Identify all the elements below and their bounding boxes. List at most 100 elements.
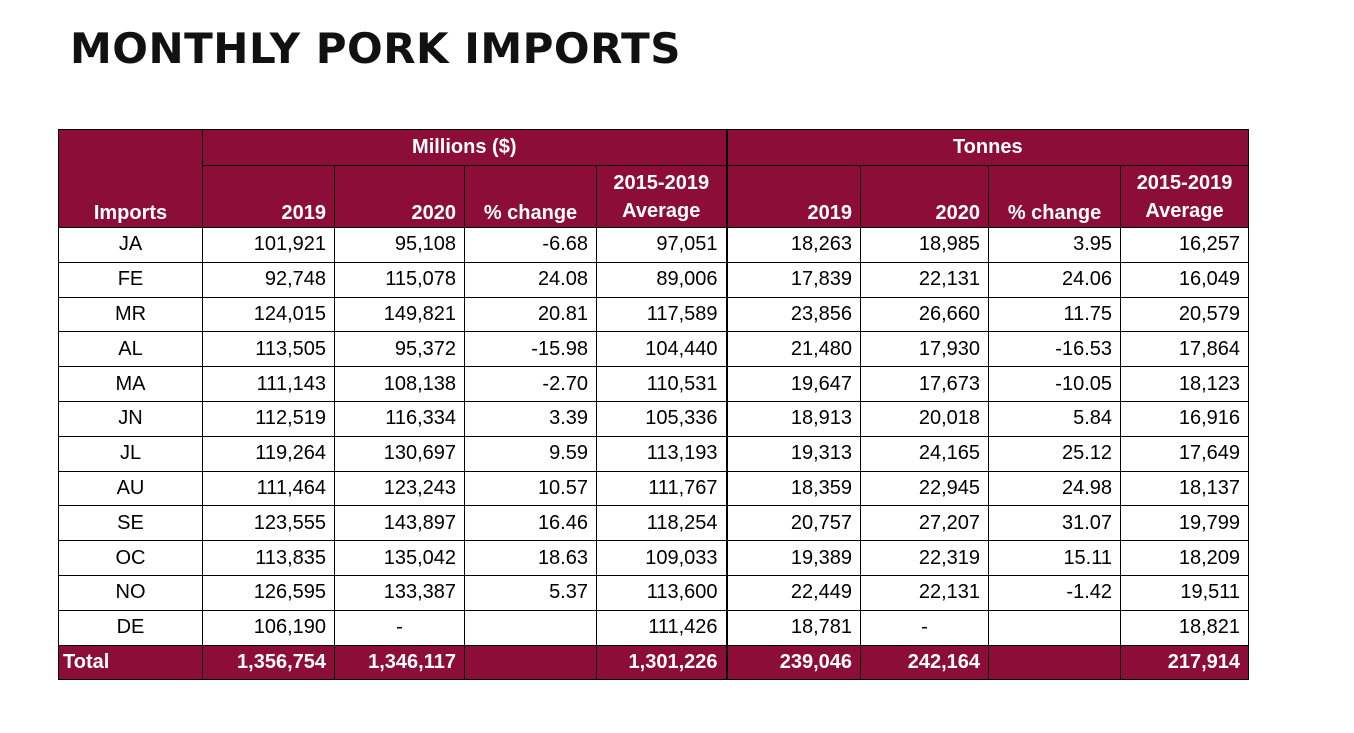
tonnes-avg-cell: 20,579 [1120, 296, 1250, 333]
millions-avg-cell: 111,767 [595, 470, 728, 507]
millions-avg-cell: 89,006 [595, 261, 728, 298]
tonnes-2019-cell: 18,359 [725, 470, 862, 507]
tonnes-2019-cell: 19,389 [725, 540, 862, 576]
month-cell: FE [58, 261, 203, 298]
tonnes-pct-cell: 11.75 [988, 296, 1122, 333]
pork-imports-table: Imports Millions ($) Tonnes 2019 2020 % … [58, 129, 1250, 681]
tonnes-pct-cell: 24.98 [988, 470, 1122, 507]
tonnes-2020-cell: 24,165 [860, 435, 990, 472]
header-group-row: Imports Millions ($) Tonnes [58, 129, 1250, 228]
tonnes-pct-cell: -10.05 [988, 366, 1122, 402]
millions-2020-cell: 95,108 [334, 227, 465, 263]
millions-2019-cell: 111,464 [202, 470, 335, 507]
month-cell: AU [58, 470, 203, 507]
month-cell: AL [58, 331, 203, 368]
month-cell: JN [58, 400, 203, 437]
millions-pct-change-header: % change [464, 165, 597, 228]
millions-2020-cell: 108,138 [334, 366, 465, 402]
table-row: DE 106,190-111,426 18,781-18,821 [58, 609, 1250, 646]
table-row: NO 126,595 133,387 5.37 113,600 22,449 22,131-… [58, 574, 1250, 611]
millions-pct-cell: 16.46 [464, 505, 597, 542]
total-tonnes-2019: 239,046 [725, 644, 862, 681]
table-header: Imports Millions ($) Tonnes 2019 2020 % … [58, 129, 1250, 228]
millions-avg-cell: 118,254 [595, 505, 728, 542]
millions-2019-cell: 111,143 [202, 366, 335, 402]
tonnes-2020-cell: 22,131 [860, 261, 990, 298]
total-millions-avg: 1,301,226 [595, 644, 728, 681]
millions-avg-cell: 113,193 [595, 435, 728, 472]
millions-2020-cell: - [334, 609, 465, 646]
millions-2020-cell: 116,334 [334, 400, 465, 437]
table-row: MR 124,015 149,821 20.81 117,589 23,856 26,660… [58, 296, 1250, 333]
total-millions-2020: 1,346,117 [334, 644, 465, 681]
tonnes-avg-cell: 19,511 [1120, 574, 1250, 611]
total-tonnes-2020: 242,164 [860, 644, 990, 681]
tonnes-2019-cell: 18,913 [725, 400, 862, 437]
month-cell: OC [58, 540, 203, 576]
millions-2020-cell: 149,821 [334, 296, 465, 333]
total-millions-2019: 1,356,754 [202, 644, 335, 681]
millions-pct-cell: -15.98 [464, 331, 597, 368]
header-columns-row: 2019 2020 % change 2015-2019 Average 201… [59, 165, 1250, 228]
month-cell: DE [58, 609, 203, 646]
tonnes-group-header: Tonnes [725, 129, 1250, 166]
millions-2019-cell: 119,264 [202, 435, 335, 472]
millions-pct-cell: 9.59 [464, 435, 597, 472]
millions-pct-cell: -2.70 [464, 366, 597, 402]
tonnes-2020-cell: 20,018 [860, 400, 990, 437]
tonnes-2020-cell: 17,673 [860, 366, 990, 402]
tonnes-pct-cell [988, 609, 1122, 646]
table-row: FE 92,748 115,078 24.08 89,006 17,839 22,131 24… [58, 261, 1250, 298]
tonnes-avg-cell: 18,123 [1120, 366, 1250, 402]
table-row: SE 123,555 143,897 16.46 118,254 20,757 27,207… [58, 505, 1250, 542]
millions-avg-cell: 109,033 [595, 540, 728, 576]
millions-2020-header: 2020 [334, 165, 465, 228]
millions-2020-cell: 115,078 [334, 261, 465, 298]
millions-2020-cell: 130,697 [334, 435, 465, 472]
tonnes-pct-cell: 31.07 [988, 505, 1122, 542]
millions-2019-cell: 101,921 [202, 227, 335, 263]
month-cell: NO [58, 574, 203, 611]
millions-avg-cell: 117,589 [595, 296, 728, 333]
tonnes-2019-cell: 19,313 [725, 435, 862, 472]
tonnes-2020-cell: 22,131 [860, 574, 990, 611]
table-row: JL 119,264 130,697 9.59 113,193 19,313 24,165 2… [58, 435, 1250, 472]
avg-header-line2: Average [622, 200, 701, 222]
millions-group-header: Millions ($) [201, 129, 728, 166]
millions-2020-cell: 123,243 [334, 470, 465, 507]
tonnes-pct-cell: -1.42 [988, 574, 1122, 611]
tonnes-2019-cell: 21,480 [725, 331, 862, 368]
millions-pct-cell: 10.57 [464, 470, 597, 507]
tonnes-2020-cell: 22,319 [860, 540, 990, 576]
millions-2019-cell: 123,555 [202, 505, 335, 542]
millions-avg-cell: 97,051 [595, 227, 728, 263]
tonnes-pct-change-header: % change [988, 165, 1122, 228]
millions-2020-cell: 95,372 [334, 331, 465, 368]
tonnes-pct-cell: 24.06 [988, 261, 1122, 298]
tonnes-pct-cell: -16.53 [988, 331, 1122, 368]
month-cell: SE [58, 505, 203, 542]
tonnes-pct-cell: 25.12 [988, 435, 1122, 472]
tonnes-avg-cell: 18,209 [1120, 540, 1250, 576]
millions-2019-cell: 92,748 [202, 261, 335, 298]
tonnes-avg-cell: 18,137 [1120, 470, 1250, 507]
table-row: MA 111,143 108,138 -2.70 110,531 19,647 17,673… [58, 366, 1250, 402]
millions-pct-cell: 18.63 [464, 540, 597, 576]
tonnes-pct-cell: 3.95 [988, 227, 1122, 263]
tonnes-2019-cell: 22,449 [725, 574, 862, 611]
tonnes-2019-cell: 18,263 [725, 227, 862, 263]
millions-2019-cell: 113,835 [202, 540, 335, 576]
tonnes-avg-cell: 16,049 [1120, 261, 1250, 298]
millions-avg-cell: 105,336 [595, 400, 728, 437]
avg-header-line1: 2015-2019 [1136, 172, 1233, 194]
millions-2019-cell: 113,505 [202, 331, 335, 368]
tonnes-average-header: 2015-2019 Average [1120, 165, 1250, 228]
total-tonnes-pct [988, 644, 1122, 681]
millions-2019-cell: 126,595 [202, 574, 335, 611]
tonnes-2020-header: 2020 [860, 165, 990, 228]
table-row: JN 112,519 116,334 3.39 105,336 18,913 20,018 5… [58, 400, 1250, 437]
tonnes-avg-cell: 18,821 [1120, 609, 1250, 646]
millions-avg-cell: 110,531 [595, 366, 728, 402]
millions-average-header: 2015-2019 Average [595, 165, 728, 228]
table-body: JA 101,921 95,108 -6.68 97,051 18,263 18,985 3.… [58, 227, 1250, 646]
